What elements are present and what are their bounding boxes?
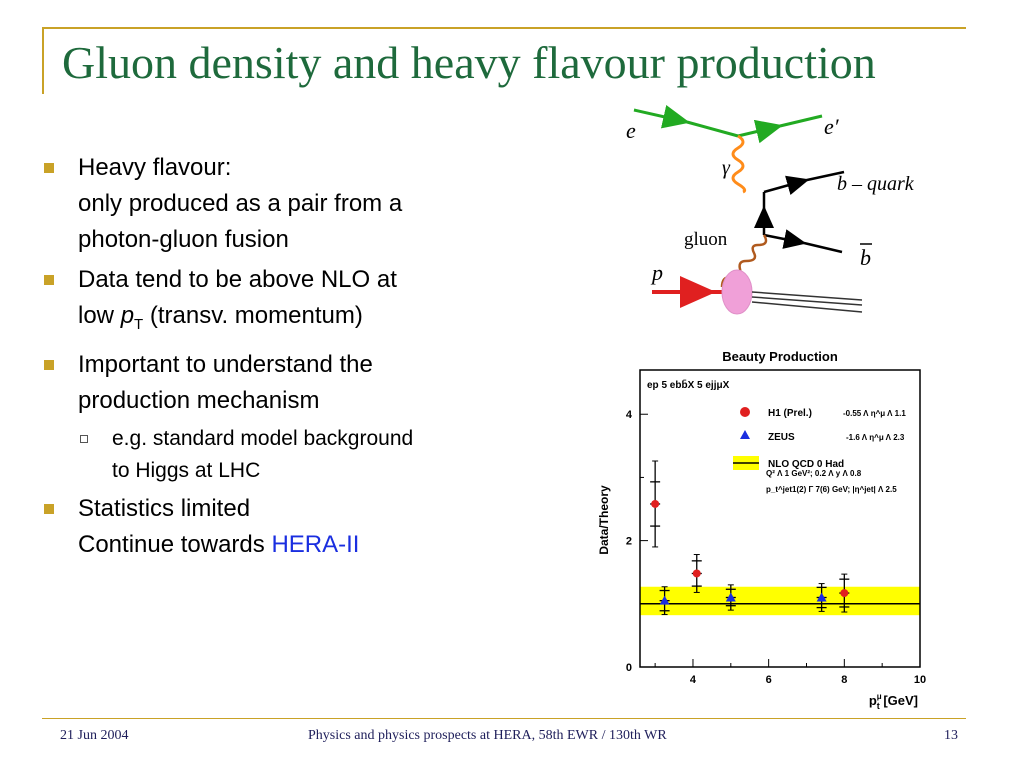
x-axis-label-unit: [GeV] [880,693,918,708]
legend-h1-range: -0.55 Λ η^μ Λ 1.1 [843,409,906,418]
electron-out-line-b [779,114,823,128]
cuts-line-2: p_t^jet1(2) Γ 7(6) GeV; |η^jet| Λ 2.5 [766,485,897,494]
hera-ii-highlight: HERA-II [271,530,360,558]
bullet-square-icon [44,163,54,173]
slide-title: Gluon density and heavy flavour producti… [62,37,876,88]
chart-title: Beauty Production [722,349,838,364]
bullet-text: Important to understand the [78,350,373,378]
legend-h1-marker [740,407,750,417]
bullet-text: Heavy flavour: [78,154,232,181]
sub-bullet-higgs: e.g. standard model background to Higgs … [40,423,550,487]
y-tick-label: 0 [626,662,632,674]
zeus-data-point [725,592,736,602]
h1-data-point [692,569,701,578]
legend-nlo-label: NLO QCD 0 Had [768,459,844,470]
zeus-data-point [659,595,670,605]
bullet-text: low pT (transv. momentum) [78,298,550,343]
bullet-text: Statistics limited [78,494,251,522]
pt-symbol: p [120,302,135,329]
remnant-line [751,296,863,306]
cuts-line-1: Q² Λ 1 GeV²; 0.2 Λ y Λ 0.8 [766,469,862,478]
bullet-text-fragment: low [78,302,121,329]
legend-zeus-marker [740,430,750,439]
h1-data-point [840,589,849,598]
plot-frame [639,369,921,668]
bullet-text: photon-gluon fusion [78,226,289,253]
bullet-text: production mechanism [78,386,320,414]
top-rule [42,27,966,29]
electron-out-line [737,119,783,144]
remnant-line [751,291,863,301]
pt-subscript: T [134,315,144,333]
bullet-square-icon [44,359,54,370]
legend-zeus-label: ZEUS [768,432,795,443]
electron-in-line [633,104,690,129]
footer-rule [42,718,966,719]
bullet-square-icon [44,275,54,285]
bullet-text: only produced as a pair from a [78,190,403,217]
bullet-text: to Higgs at LHC [112,458,261,482]
x-axis-label-symbol: p [869,693,877,708]
x-axis-label-sup: μ [877,692,882,701]
bullet-text: Continue towards HERA-II [78,527,550,563]
process-label: ep 5 ebb̄X 5 ejjμX [647,379,730,391]
photon-line [731,134,747,194]
label-b-quark: b – quark [837,173,915,195]
legend-zeus-range: -1.6 Λ η^μ Λ 2.3 [846,433,905,442]
legend-h1-label: H1 (Prel.) [768,408,812,419]
label-e: e [626,118,636,143]
bullet-heavy-flavour: Heavy flavour: only produced as a pair f… [40,150,550,258]
b-quark-line-b [806,170,845,182]
bullet-nlo: Data tend to be above NLO at low pT (tra… [40,262,550,343]
label-gamma: γ [722,157,731,179]
label-p: p [650,260,663,285]
b-bar-line-b [803,241,843,254]
proton-blob [721,269,753,315]
y-axis-label: Data/Theory [597,485,611,555]
bullet-mechanism: Important to understand the production m… [40,347,550,419]
bullet-text-fragment: (transv. momentum) [143,302,363,329]
label-gluon: gluon [684,229,728,250]
x-axis-label-sub: t [877,701,880,711]
remnant-line [751,301,863,313]
bullet-square-icon [44,503,54,514]
zeus-data-point [816,592,827,602]
x-axis-label: pμ t [GeV] [869,692,918,711]
h1-data-point [651,499,660,508]
nlo-band [640,586,920,616]
bullet-text: Data tend to be above NLO at [78,266,397,293]
hollow-square-icon [80,434,88,443]
footer-date: 21 Jun 2004 [60,728,129,743]
x-tick-label: 4 [690,674,697,686]
label-e-prime: e′ [824,114,840,139]
footer-page-number: 13 [944,728,958,743]
title-accent-bar [42,28,44,94]
bullet-text: e.g. standard model background [112,426,414,450]
bullet-text-fragment: Continue towards [78,530,272,558]
beauty-production-chart: Beauty Production Data/Theory ep 5 ebb̄X… [597,349,926,711]
plot-area: 4 6 8 10 0 2 4 H1 (Prel.) ZEUS NLO QCD 0 Had -0.55… [626,369,926,686]
feynman-diagram: e e′ γ b – quark gluon b p [626,104,915,315]
bullet-statistics: Statistics limited Continue towards HERA… [40,491,550,563]
b-quark-line [763,175,810,196]
b-bar-line [763,229,807,249]
x-tick-label: 8 [841,674,847,686]
y-tick-label: 2 [626,536,632,548]
y-tick-label: 4 [626,409,633,421]
label-b-bar: b [860,245,871,270]
electron-in-line-b [686,120,739,138]
footer-title: Physics and physics prospects at HERA, 5… [308,728,667,743]
bullet-list: Heavy flavour: only produced as a pair f… [40,150,550,567]
x-tick-label: 6 [766,674,772,686]
x-tick-label: 10 [914,674,926,686]
